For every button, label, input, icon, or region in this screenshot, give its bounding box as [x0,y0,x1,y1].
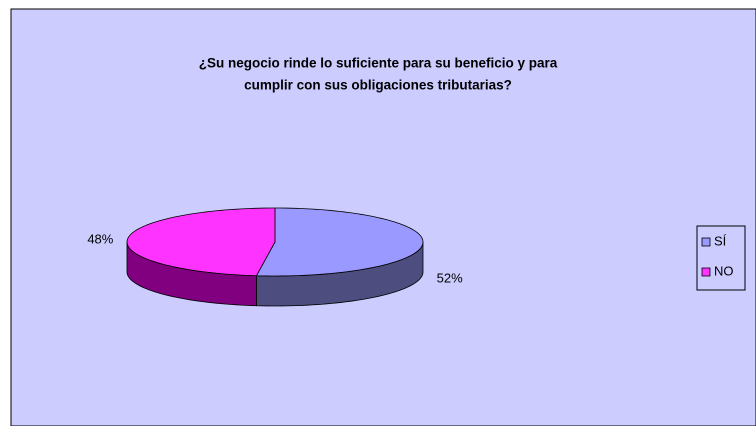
data-label: 52% [437,271,463,286]
slice [126,207,276,277]
slice [255,207,424,277]
legend-label: NO [714,263,734,278]
chart-title: ¿Su negocio rinde lo suficiente para su … [199,56,558,71]
chart-area [10,8,756,426]
legend-label: SÍ [714,233,727,248]
data-label: 48% [87,231,113,246]
legend-box [696,225,746,291]
legend-swatch [701,237,711,247]
legend-swatch [701,267,711,277]
chart-title: cumplir con sus obligaciones tributarias… [244,78,512,93]
